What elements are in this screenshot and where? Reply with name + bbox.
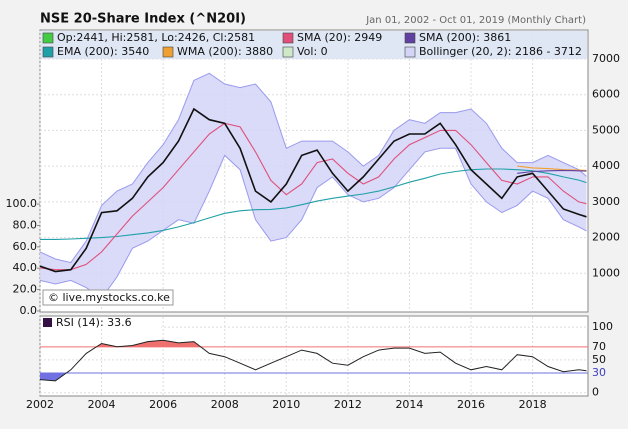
legend-swatch: [404, 32, 416, 44]
x-tick-label: 2010: [272, 398, 300, 411]
y-tick-label: 100: [592, 320, 613, 333]
y-tick-label: 1000: [592, 266, 620, 279]
bollinger-upper: [39, 72, 587, 264]
rsi-overbought-fill: [40, 340, 587, 347]
y2-tick-label: 80.0: [13, 218, 38, 231]
legend-label: Vol: 0: [297, 45, 328, 58]
y2-tick-label: 0.0: [20, 304, 38, 317]
legend-label: Bollinger (20, 2): 2186 - 3712: [419, 45, 582, 58]
legend-label: SMA (20): 2949: [297, 31, 382, 44]
series-line: [517, 169, 587, 174]
rsi-title: RSI (14): 33.6: [56, 316, 132, 329]
chart-title: NSE 20-Share Index (^N20I): [40, 12, 246, 27]
rsi-plot: [39, 315, 589, 397]
bollinger-lower: [39, 147, 587, 299]
y2-tick-label: 100.0: [6, 197, 38, 210]
y-tick-label: 6000: [592, 88, 620, 101]
y2-tick-label: 60.0: [13, 240, 38, 253]
credit-box: [42, 289, 174, 306]
y-tick-label: 4000: [592, 159, 620, 172]
x-tick-label: 2004: [88, 398, 116, 411]
rsi-line: [39, 339, 587, 382]
legend-label: SMA (200): 3861: [419, 31, 511, 44]
x-tick-label: 2008: [211, 398, 239, 411]
series-line: [39, 122, 587, 271]
y-tick-label: 7000: [592, 52, 620, 65]
y-tick-label: 0: [592, 386, 599, 399]
legend-box: [41, 31, 587, 59]
rsi-swatch: [43, 318, 52, 327]
y2-tick-label: 40.0: [13, 261, 38, 274]
legend-label: Op:2441, Hi:2581, Lo:2426, Cl:2581: [57, 31, 255, 44]
y-tick-label: 2000: [592, 231, 620, 244]
series-line: [517, 165, 587, 171]
legend-label: WMA (200): 3880: [177, 45, 273, 58]
series-line: [39, 107, 587, 273]
x-tick-label: 2006: [149, 398, 177, 411]
legend-swatch: [404, 46, 416, 58]
y-tick-label: 30: [592, 366, 606, 379]
legend-swatch: [162, 46, 174, 58]
y-tick-label: 3000: [592, 195, 620, 208]
credit: © live.mystocks.co.ke: [48, 291, 170, 304]
legend-swatch: [42, 46, 54, 58]
legend-swatch: [42, 32, 54, 44]
y-tick-label: 50: [592, 353, 606, 366]
legend-label: EMA (200): 3540: [57, 45, 149, 58]
x-tick-label: 2012: [334, 398, 362, 411]
series-line: [40, 168, 587, 240]
y2-tick-label: 20.0: [13, 283, 38, 296]
legend-swatch: [282, 46, 294, 58]
x-tick-label: 2016: [457, 398, 485, 411]
rsi-header: [41, 317, 161, 328]
legend-swatch: [282, 32, 294, 44]
x-tick-label: 2018: [519, 398, 547, 411]
y-tick-label: 70: [592, 340, 606, 353]
y-tick-label: 5000: [592, 123, 620, 136]
x-tick-label: 2014: [395, 398, 423, 411]
x-tick-label: 2002: [26, 398, 54, 411]
bollinger-band: [40, 73, 587, 299]
date-range: Jan 01, 2002 - Oct 01, 2019 (Monthly Cha…: [365, 15, 586, 26]
